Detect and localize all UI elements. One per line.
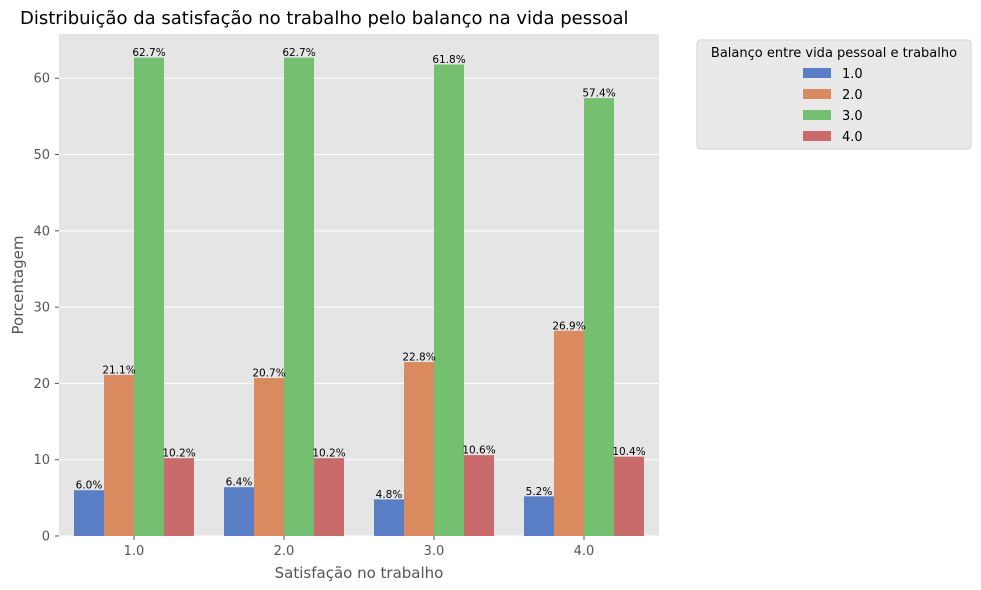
x-tick-label: 1.0 [124, 544, 145, 559]
bar-value-label: 61.8% [432, 54, 465, 66]
bar [254, 378, 284, 536]
bar [614, 456, 644, 536]
data-labels: 6.0% 21.1% 62.7% 10.2% 6.4% 20.7% 62.7% 10.2% 4.… [76, 47, 646, 501]
x-axis-label: Satisfação no trabalho [275, 564, 444, 582]
y-tick-label: 50 [33, 148, 50, 163]
bar [404, 362, 434, 536]
bar-value-label: 5.2% [526, 486, 553, 498]
bar [104, 375, 134, 536]
y-tick-label: 30 [33, 301, 50, 316]
bar-value-label: 62.7% [282, 47, 315, 59]
y-axis-ticks: 0 10 20 30 40 50 60 [33, 72, 59, 545]
bar [434, 64, 464, 536]
bar-value-label: 21.1% [102, 365, 135, 377]
bar-value-label: 10.2% [312, 448, 345, 460]
bar-value-label: 10.6% [462, 445, 495, 457]
legend-swatch [803, 68, 831, 78]
bar-value-label: 57.4% [582, 88, 615, 100]
y-tick-label: 10 [33, 453, 50, 468]
legend-swatch [803, 89, 831, 99]
legend-swatch [803, 131, 831, 141]
legend-title: Balanço entre vida pessoal e trabalho [711, 46, 957, 61]
y-tick-label: 60 [33, 72, 50, 87]
y-axis-label: Porcentagem [9, 236, 27, 335]
legend-box [696, 39, 972, 150]
legend-label: 4.0 [842, 130, 863, 145]
y-tick-label: 20 [33, 377, 50, 392]
bar [314, 458, 344, 536]
bar-value-label: 20.7% [252, 368, 285, 380]
legend-label: 3.0 [842, 109, 863, 124]
y-tick-label: 40 [33, 224, 50, 239]
bar-value-label: 6.4% [226, 477, 253, 489]
bar [554, 330, 584, 536]
bar [164, 458, 194, 536]
bar-value-label: 10.4% [612, 446, 645, 458]
chart-title: Distribuição da satisfação no trabalho p… [20, 8, 629, 29]
bar [464, 455, 494, 536]
legend-swatch [803, 110, 831, 120]
bar [584, 98, 614, 536]
x-tick-label: 4.0 [574, 544, 595, 559]
legend-label: 1.0 [842, 67, 863, 82]
bar-value-label: 62.7% [132, 47, 165, 59]
bar [134, 57, 164, 537]
legend-items: 1.0 2.0 3.0 4.0 [803, 67, 863, 145]
bars [74, 57, 644, 537]
bar [524, 496, 554, 536]
x-axis-ticks: 1.0 2.0 3.0 4.0 [124, 536, 595, 559]
bar [74, 490, 104, 536]
bar-value-label: 22.8% [402, 352, 435, 364]
y-tick-label: 0 [42, 530, 50, 545]
legend: Balanço entre vida pessoal e trabalho 1.… [696, 39, 972, 150]
bar [224, 487, 254, 536]
bar-value-label: 26.9% [552, 320, 585, 332]
x-tick-label: 2.0 [274, 544, 295, 559]
legend-label: 2.0 [842, 88, 863, 103]
bar-value-label: 6.0% [76, 480, 103, 492]
x-tick-label: 3.0 [424, 544, 445, 559]
bar-value-label: 10.2% [162, 448, 195, 460]
bar [284, 57, 314, 537]
bar [374, 499, 404, 536]
bar-value-label: 4.8% [376, 489, 403, 501]
